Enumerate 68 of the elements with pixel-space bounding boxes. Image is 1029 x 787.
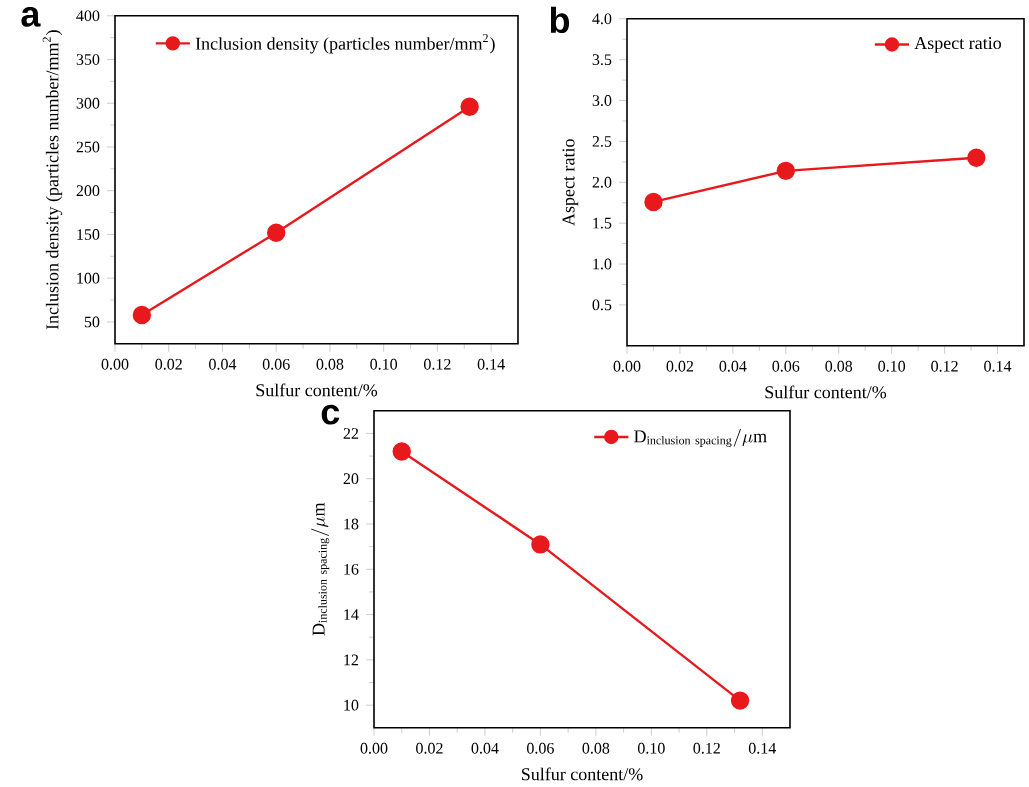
y-tick-label: 10 bbox=[344, 699, 359, 711]
x-tick-label: 0.04 bbox=[719, 360, 747, 372]
y-tick-label: 18 bbox=[344, 518, 359, 530]
legend-label: Aspect ratio bbox=[914, 36, 1001, 53]
point bbox=[392, 442, 411, 461]
y-axis-title: Inclusion density (particles number/mm$^{2}$) bbox=[42, 30, 63, 330]
y-tick-label: 1.0 bbox=[593, 258, 612, 270]
x-tick-label: 0.12 bbox=[693, 742, 720, 754]
x-tick-label: 0.10 bbox=[878, 360, 906, 372]
point bbox=[460, 97, 479, 116]
x-tick-label: 0.12 bbox=[931, 360, 958, 372]
x-tick-label: 0.02 bbox=[666, 360, 694, 372]
y-tick-label: 16 bbox=[344, 563, 359, 575]
point bbox=[531, 535, 550, 554]
x-tick-label: 0.14 bbox=[748, 742, 777, 754]
y-tick-label: 1.5 bbox=[593, 217, 612, 229]
x-axis-title: Sulfur content/% bbox=[521, 767, 643, 781]
x-tick-label: 0.12 bbox=[424, 358, 451, 370]
chart-title: b bbox=[550, 6, 570, 34]
x-tick-label: 0.08 bbox=[316, 358, 344, 370]
x-tick-label: 0.14 bbox=[477, 358, 505, 370]
x-tick-label: 0.10 bbox=[637, 742, 665, 754]
x-tick-label: 0.08 bbox=[825, 360, 853, 372]
point bbox=[132, 305, 152, 325]
y-tick-label: 0.5 bbox=[592, 299, 612, 311]
point bbox=[730, 691, 750, 710]
y-tick-label: 20 bbox=[343, 473, 359, 485]
chart-title: a bbox=[21, 7, 41, 27]
point bbox=[267, 223, 286, 242]
y-tick-label: 250 bbox=[76, 141, 100, 153]
y-tick-label: 150 bbox=[77, 229, 100, 240]
x-tick-label: 0.04 bbox=[471, 742, 499, 754]
y-tick-label: 300 bbox=[76, 97, 100, 109]
x-tick-label: 0.06 bbox=[772, 360, 800, 372]
y-tick-label: 50 bbox=[84, 316, 100, 328]
x-tick-label: 0.02 bbox=[416, 742, 443, 754]
y-tick-label: 22 bbox=[343, 428, 359, 439]
y-tick-label: 400 bbox=[76, 10, 100, 22]
legend-label: Inclusion density (particles number/mm$^{2}$) bbox=[195, 33, 495, 54]
x-tick-label: 0.10 bbox=[370, 358, 398, 370]
x-axis-title: Sulfur content/% bbox=[765, 385, 887, 399]
y-tick-label: 4.0 bbox=[592, 13, 612, 25]
legend-label: $\mathrm{D}_{\mathrm{inclusion\ spacing}}/\mu\mathrm{m}$ bbox=[634, 428, 767, 447]
x-tick-label: 0.00 bbox=[613, 360, 641, 372]
y-tick-label: 3.5 bbox=[592, 54, 612, 66]
chart-title: c bbox=[321, 404, 340, 425]
y-tick-label: 350 bbox=[76, 54, 100, 65]
x-tick-label: 0.06 bbox=[262, 358, 290, 370]
y-tick-label: 100 bbox=[77, 272, 100, 284]
x-tick-label: 0.00 bbox=[101, 358, 129, 370]
x-tick-label: 0.02 bbox=[155, 358, 182, 370]
y-tick-label: 2.0 bbox=[592, 176, 612, 188]
x-tick-label: 0.08 bbox=[582, 742, 610, 754]
x-tick-label: 0.06 bbox=[527, 742, 554, 754]
point bbox=[644, 192, 663, 212]
point bbox=[776, 161, 795, 181]
y-tick-label: 200 bbox=[76, 185, 100, 197]
x-tick-label: 0.04 bbox=[209, 358, 237, 370]
x-tick-label: 0.00 bbox=[360, 742, 388, 754]
y-axis-title: $\mathrm{D}_{\mathrm{inclusion\ spacing}}/\mu\mathrm{m}$ bbox=[310, 502, 330, 636]
y-axis-title: Aspect ratio bbox=[562, 139, 579, 226]
y-tick-label: 12 bbox=[344, 654, 359, 666]
point bbox=[967, 148, 986, 167]
y-tick-label: 14 bbox=[344, 609, 359, 620]
x-tick-label: 0.14 bbox=[984, 360, 1012, 372]
y-tick-label: 2.5 bbox=[592, 135, 612, 147]
x-axis-title: Sulfur content/% bbox=[256, 383, 378, 397]
y-tick-label: 3.0 bbox=[592, 95, 612, 106]
